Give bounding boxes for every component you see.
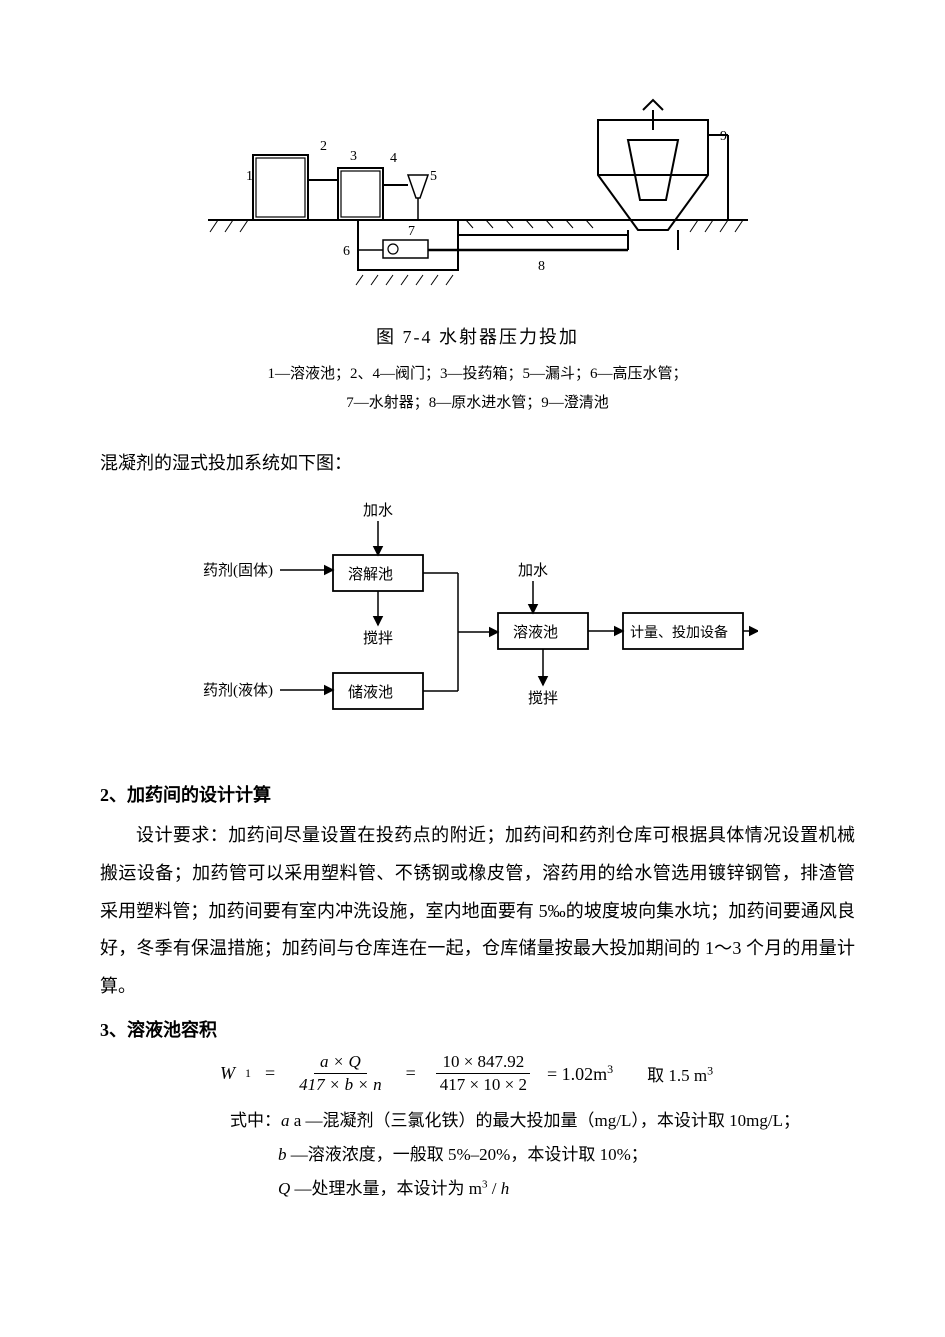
equals-2: = <box>406 1063 416 1084</box>
svg-text:4: 4 <box>390 151 397 166</box>
svg-text:溶液池: 溶液池 <box>513 624 558 641</box>
svg-text:储液池: 储液池 <box>348 684 393 701</box>
formula-w-symbol: W <box>220 1063 235 1084</box>
svg-text:3: 3 <box>350 149 357 164</box>
svg-text:9: 9 <box>720 129 727 144</box>
svg-text:6: 6 <box>343 244 350 259</box>
svg-text:8: 8 <box>538 259 545 274</box>
svg-text:溶解池: 溶解池 <box>348 566 393 583</box>
svg-text:加水: 加水 <box>363 502 393 519</box>
svg-text:搅拌: 搅拌 <box>528 690 558 707</box>
fraction-2: 10 × 847.92 417 × 10 × 2 <box>434 1052 533 1096</box>
section-2-heading: 2、加药间的设计计算 <box>100 781 855 807</box>
svg-text:药剂(固体): 药剂(固体) <box>203 562 273 579</box>
svg-text:1: 1 <box>246 169 253 184</box>
section-3-heading: 3、溶液池容积 <box>100 1016 855 1042</box>
definition-q: Q —处理水量，本设计为 m3 / h <box>278 1172 855 1206</box>
section-2-paragraph: 设计要求：加药间尽量设置在投药点的附近；加药间和药剂仓库可根据具体情况设置机械搬… <box>100 817 855 1006</box>
figure-1-svg: 1 2 3 4 5 7 6 <box>198 80 758 310</box>
figure-1-legend-1: 1—溶液池；2、4—阀门；3—投药箱；5—漏斗；6—高压水管； <box>100 360 855 389</box>
figure-1-caption: 图 7-4 水射器压力投加 1—溶液池；2、4—阀门；3—投药箱；5—漏斗；6—… <box>100 320 855 417</box>
frac1-num: a × Q <box>314 1052 367 1074</box>
formula-result: = 1.02m3 <box>547 1062 613 1085</box>
figure-dosing-flowchart: 加水 药剂(固体) 溶解池 搅拌 药剂(液体) 储液池 加水 溶液池 搅拌 <box>100 495 855 755</box>
figure-1-legend-2: 7—水射器；8—原水进水管；9—澄清池 <box>100 389 855 418</box>
equals-1: = <box>265 1063 275 1084</box>
figure-1-title: 图 7-4 水射器压力投加 <box>100 320 855 354</box>
frac2-den: 417 × 10 × 2 <box>434 1074 533 1095</box>
svg-text:计量、投加设备: 计量、投加设备 <box>630 624 728 641</box>
svg-text:2: 2 <box>320 139 327 154</box>
intro-paragraph: 混凝剂的湿式投加系统如下图： <box>100 445 855 483</box>
formula-tail: 取 1.5 m3 <box>647 1061 713 1086</box>
svg-text:7: 7 <box>408 224 415 239</box>
svg-text:5: 5 <box>430 169 437 184</box>
formula-w1: W1 = a × Q 417 × b × n = 10 × 847.92 417… <box>220 1052 855 1096</box>
fraction-1: a × Q 417 × b × n <box>293 1052 387 1096</box>
frac2-num: 10 × 847.92 <box>436 1052 530 1074</box>
formula-w-sub: 1 <box>245 1066 251 1081</box>
svg-text:搅拌: 搅拌 <box>363 630 393 647</box>
svg-text:药剂(液体): 药剂(液体) <box>203 682 273 699</box>
definition-a: 式中：a a —混凝剂（三氯化铁）的最大投加量（mg/L），本设计取 10mg/… <box>230 1104 855 1138</box>
figure-2-svg: 加水 药剂(固体) 溶解池 搅拌 药剂(液体) 储液池 加水 溶液池 搅拌 <box>198 495 758 755</box>
frac1-den: 417 × b × n <box>293 1074 387 1095</box>
figure-water-injector: 1 2 3 4 5 7 6 <box>100 80 855 310</box>
svg-text:加水: 加水 <box>518 562 548 579</box>
definition-b: b —溶液浓度，一般取 5%–20%，本设计取 10%； <box>278 1138 855 1172</box>
